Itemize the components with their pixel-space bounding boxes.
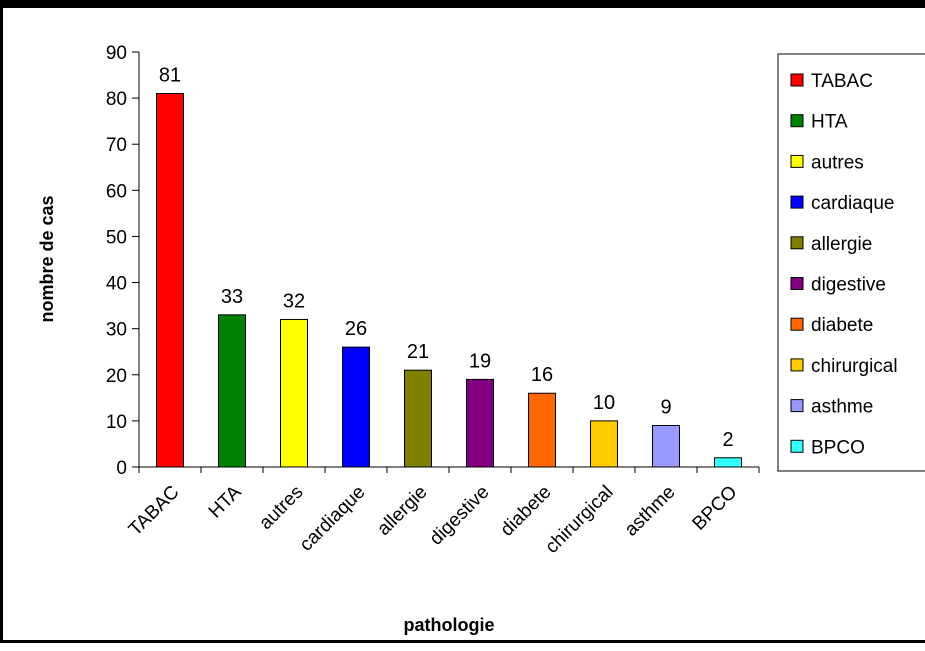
data-label-chirurgical: 10 bbox=[593, 392, 615, 414]
legend: TABAC HTA autres cardiaque allergie digestive… bbox=[778, 54, 925, 471]
data-label-bpco: 2 bbox=[722, 429, 733, 451]
legend-swatch-diabete bbox=[791, 318, 803, 330]
y-tick-label: 10 bbox=[106, 412, 127, 433]
bar-tabac[interactable] bbox=[157, 94, 184, 468]
category-label-allergie: allergie bbox=[373, 482, 431, 540]
y-tick-label: 20 bbox=[106, 366, 127, 387]
y-tick-label: 90 bbox=[106, 43, 127, 64]
bar-cardiaque[interactable] bbox=[343, 347, 370, 467]
data-label-digestive: 19 bbox=[469, 350, 491, 372]
category-label-bpco: BPCO bbox=[689, 482, 742, 535]
legend-swatch-cardiaque bbox=[791, 196, 803, 208]
data-label-autres: 32 bbox=[283, 290, 305, 312]
legend-label-hta: HTA bbox=[811, 112, 848, 133]
legend-swatch-autres bbox=[791, 155, 803, 167]
bar-diabete[interactable] bbox=[529, 393, 556, 467]
category-label-asthme: asthme bbox=[621, 482, 680, 541]
legend-swatch-hta bbox=[791, 115, 803, 127]
bar-allergie[interactable] bbox=[405, 370, 432, 467]
category-label-diabete: diabete bbox=[497, 482, 556, 541]
legend-label-tabac: TABAC bbox=[811, 71, 873, 92]
legend-label-autres: autres bbox=[811, 152, 864, 173]
legend-swatch-asthme bbox=[791, 400, 803, 412]
y-tick-label: 60 bbox=[106, 181, 127, 202]
bar-chirurgical[interactable] bbox=[591, 421, 618, 467]
legend-label-digestive: digestive bbox=[811, 275, 886, 296]
legend-label-diabete: diabete bbox=[811, 315, 873, 336]
data-label-asthme: 9 bbox=[660, 397, 671, 419]
category-label-hta: HTA bbox=[205, 481, 246, 522]
category-label-chirurgical: chirurgical bbox=[541, 482, 617, 558]
bar-hta[interactable] bbox=[219, 315, 246, 467]
category-label-autres: autres bbox=[255, 482, 307, 534]
legend-label-bpco: BPCO bbox=[811, 437, 865, 458]
legend-label-allergie: allergie bbox=[811, 234, 872, 255]
category-label-tabac: TABAC bbox=[125, 482, 184, 541]
bars bbox=[157, 94, 742, 468]
category-label-digestive: digestive bbox=[426, 482, 494, 550]
legend-swatch-tabac bbox=[791, 74, 803, 86]
legend-swatch-allergie bbox=[791, 237, 803, 249]
y-tick-label: 50 bbox=[106, 227, 127, 248]
x-axis-title: pathologie bbox=[404, 615, 495, 635]
legend-label-cardiaque: cardiaque bbox=[811, 193, 894, 214]
bar-chart: 0 10 20 30 40 50 60 70 80 90 81 33 32 26 21 19 16 10 9 2 T… bbox=[3, 8, 925, 651]
bar-bpco[interactable] bbox=[715, 458, 742, 467]
y-axis-title: nombre de cas bbox=[37, 195, 57, 322]
data-label-allergie: 21 bbox=[407, 341, 429, 363]
bar-digestive[interactable] bbox=[467, 379, 494, 467]
data-label-hta: 33 bbox=[221, 286, 243, 308]
bar-autres[interactable] bbox=[281, 319, 308, 467]
data-label-diabete: 16 bbox=[531, 364, 553, 386]
bar-asthme[interactable] bbox=[653, 426, 680, 468]
data-label-tabac: 81 bbox=[159, 65, 181, 87]
legend-swatch-bpco bbox=[791, 440, 803, 452]
legend-label-chirurgical: chirurgical bbox=[811, 356, 898, 377]
category-label-cardiaque: cardiaque bbox=[296, 482, 370, 556]
y-tick-label: 40 bbox=[106, 274, 127, 295]
y-tick-label: 70 bbox=[106, 135, 127, 156]
y-tick-label: 30 bbox=[106, 320, 127, 341]
legend-swatch-digestive bbox=[791, 278, 803, 290]
y-tick-label: 0 bbox=[116, 458, 127, 479]
legend-swatch-chirurgical bbox=[791, 359, 803, 371]
y-tick-label: 80 bbox=[106, 89, 127, 110]
legend-label-asthme: asthme bbox=[811, 397, 873, 418]
data-label-cardiaque: 26 bbox=[345, 318, 367, 340]
